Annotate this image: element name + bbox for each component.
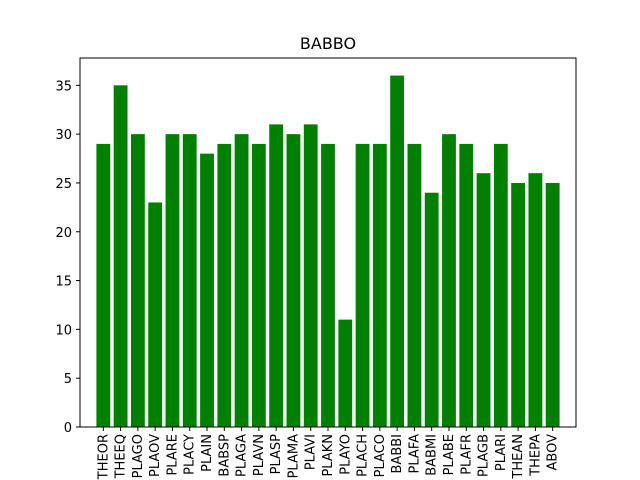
x-tick-label: PLACY	[183, 434, 198, 475]
bar-thepa	[528, 173, 543, 427]
bar-plasp	[269, 124, 284, 427]
x-tick-label: THEOR	[96, 434, 111, 480]
bar-playo	[338, 319, 353, 427]
x-tick-label: PLAVN	[252, 434, 267, 476]
x-tick-label: BABBI	[390, 434, 405, 473]
x-tick-label: PLAGB	[477, 434, 492, 477]
x-tick-label: PLAFR	[459, 434, 474, 475]
bar-placo	[372, 143, 387, 427]
bars-group	[96, 75, 560, 428]
x-tick-label: PLAGO	[131, 434, 146, 478]
y-tick-label: 35	[55, 79, 72, 94]
y-tick-label: 10	[55, 323, 72, 338]
bar-plach	[355, 143, 370, 427]
x-tick-label: ABOV	[546, 434, 561, 471]
bar-thean	[511, 182, 526, 427]
x-tick-label: PLARI	[494, 434, 509, 471]
x-tick-label: PLAGA	[235, 434, 250, 477]
x-tick-label: THEPA	[528, 434, 543, 477]
x-tick-label: PLACH	[356, 434, 371, 477]
bar-plain	[200, 153, 214, 427]
bar-abov	[545, 182, 560, 427]
bar-plare	[165, 134, 180, 427]
bar-plavn	[251, 143, 266, 427]
x-tick-label: PLAVI	[304, 434, 319, 470]
bar-theeq	[113, 85, 128, 427]
bar-plakn	[321, 143, 335, 427]
bar-plagb	[476, 173, 491, 427]
bar-placy	[182, 134, 197, 427]
bar-plaov	[148, 202, 163, 427]
x-axis: THEOR THEEQ PLAGO PLAOV PLARE PLACY PLAIN BABSP…	[96, 427, 561, 480]
y-tick-label: 0	[64, 421, 72, 436]
bar-babsp	[217, 143, 232, 427]
bar-babmi	[424, 192, 439, 427]
x-tick-label: PLAMA	[286, 434, 301, 478]
x-tick-label: PLAIN	[200, 434, 215, 472]
x-tick-label: PLACO	[373, 434, 388, 477]
x-tick-label: THEEQ	[114, 434, 129, 479]
y-tick-label: 25	[55, 177, 72, 192]
bar-plaga	[234, 134, 249, 427]
bar-plago	[130, 134, 145, 427]
x-tick-label: PLAFA	[407, 434, 422, 474]
y-tick-label: 30	[55, 128, 72, 143]
y-axis: 0 5 10 15 20 25 30 35	[55, 79, 80, 436]
bar-plabe	[442, 134, 456, 427]
y-tick-label: 5	[64, 372, 72, 387]
x-tick-label: PLARE	[165, 434, 180, 476]
x-tick-label: PLAKN	[321, 434, 336, 477]
x-tick-label: PLASP	[269, 434, 284, 475]
x-tick-label: BABMI	[425, 434, 440, 476]
x-tick-label: THEAN	[511, 434, 526, 480]
plot-frame	[79, 57, 577, 428]
x-tick-label: PLAOV	[148, 434, 163, 477]
bar-theor	[96, 143, 111, 427]
x-tick-label: PLAYO	[338, 434, 353, 475]
bar-babbi	[390, 75, 405, 428]
bar-plafa	[407, 143, 422, 427]
bar-plari	[493, 143, 508, 427]
bar-plama	[286, 134, 301, 427]
y-tick-label: 20	[55, 226, 72, 241]
x-tick-label: BABSP	[217, 434, 232, 477]
chart-title: BABBO	[300, 34, 356, 53]
bar-plafr	[459, 143, 474, 427]
y-tick-label: 15	[55, 275, 72, 290]
x-tick-label: PLABE	[442, 434, 457, 475]
bar-plavi	[303, 124, 318, 427]
